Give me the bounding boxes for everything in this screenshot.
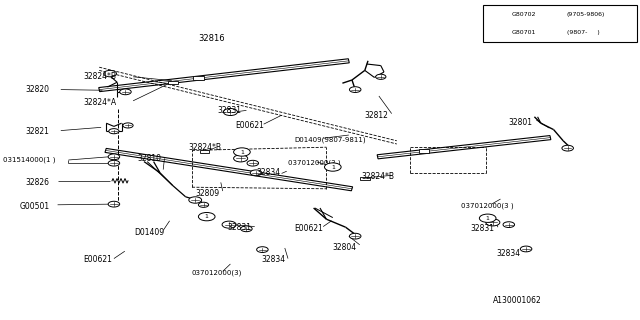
Text: 037012000(3 ): 037012000(3 ) xyxy=(288,160,340,166)
Circle shape xyxy=(234,155,248,162)
Bar xyxy=(168,81,178,84)
Text: 32834: 32834 xyxy=(261,255,285,264)
Circle shape xyxy=(108,160,120,166)
Circle shape xyxy=(479,214,496,222)
Text: 1: 1 xyxy=(240,149,244,155)
Circle shape xyxy=(520,246,532,252)
Text: 1: 1 xyxy=(494,21,498,26)
Text: 32824*B: 32824*B xyxy=(362,172,395,181)
Text: E00621: E00621 xyxy=(294,224,323,233)
Bar xyxy=(200,149,209,153)
Circle shape xyxy=(123,123,133,128)
Text: (9807-     ): (9807- ) xyxy=(566,30,599,35)
Circle shape xyxy=(257,247,268,252)
Circle shape xyxy=(222,221,236,228)
Text: (9705-9806): (9705-9806) xyxy=(566,12,605,17)
Text: 32820: 32820 xyxy=(26,85,50,94)
Circle shape xyxy=(234,148,250,156)
Bar xyxy=(419,149,429,153)
Text: 1: 1 xyxy=(205,214,209,219)
Bar xyxy=(483,5,637,42)
Text: D01409: D01409 xyxy=(134,228,164,237)
Circle shape xyxy=(376,74,386,79)
Circle shape xyxy=(241,226,252,232)
Text: G80701: G80701 xyxy=(512,30,536,35)
Circle shape xyxy=(120,89,131,95)
Circle shape xyxy=(198,202,209,207)
Text: E00621: E00621 xyxy=(83,255,112,264)
Bar xyxy=(360,177,370,180)
Circle shape xyxy=(247,160,259,166)
Text: 32804: 32804 xyxy=(333,243,357,252)
Text: 32831: 32831 xyxy=(470,224,494,233)
Circle shape xyxy=(109,129,119,134)
Text: 32826: 32826 xyxy=(26,178,50,187)
Text: G00501: G00501 xyxy=(19,202,49,211)
Text: 32834: 32834 xyxy=(256,168,280,177)
Text: 32810: 32810 xyxy=(138,154,161,163)
Text: 32809: 32809 xyxy=(195,189,220,198)
Circle shape xyxy=(104,70,116,77)
Text: G80702: G80702 xyxy=(512,12,536,17)
Circle shape xyxy=(198,212,215,221)
Text: 32801: 32801 xyxy=(509,118,532,127)
Text: 031514000(1 ): 031514000(1 ) xyxy=(3,157,56,163)
Text: 32824*A: 32824*A xyxy=(83,98,116,107)
Circle shape xyxy=(250,170,262,176)
Circle shape xyxy=(223,108,237,116)
Text: 037012000(3): 037012000(3) xyxy=(192,269,243,276)
Text: E00621: E00621 xyxy=(236,121,264,130)
Text: 32834: 32834 xyxy=(496,249,520,258)
Text: 1: 1 xyxy=(486,216,490,221)
Text: 1: 1 xyxy=(331,164,335,170)
Text: 32816: 32816 xyxy=(198,34,225,43)
Text: D01409(9807-9811): D01409(9807-9811) xyxy=(294,137,366,143)
Circle shape xyxy=(486,219,500,226)
Circle shape xyxy=(562,145,573,151)
Circle shape xyxy=(349,233,361,239)
Text: 037012000(3 ): 037012000(3 ) xyxy=(461,202,513,209)
Text: 32821: 32821 xyxy=(26,127,49,136)
Text: 32831: 32831 xyxy=(227,223,251,232)
Circle shape xyxy=(108,154,120,160)
Circle shape xyxy=(108,201,120,207)
Text: 32824*B: 32824*B xyxy=(83,72,116,81)
Text: 32812: 32812 xyxy=(365,111,388,120)
Text: A130001062: A130001062 xyxy=(493,296,541,305)
Circle shape xyxy=(189,197,202,203)
Text: 32831: 32831 xyxy=(218,106,242,115)
Circle shape xyxy=(349,87,361,92)
Bar xyxy=(193,76,204,80)
Circle shape xyxy=(503,222,515,228)
Circle shape xyxy=(324,163,341,171)
Circle shape xyxy=(488,20,504,27)
Text: 32824*B: 32824*B xyxy=(189,143,222,152)
